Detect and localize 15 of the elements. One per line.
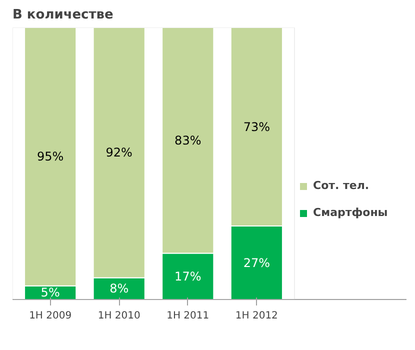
data-label: 83% — [174, 133, 202, 148]
data-label: 73% — [243, 120, 270, 134]
data-label: 92% — [106, 146, 132, 160]
data-label: 95% — [36, 150, 64, 164]
data-label: 17% — [174, 269, 202, 284]
x-tick-label: 1H 2012 — [235, 310, 278, 322]
x-tick-label: 1H 2010 — [98, 310, 140, 322]
data-label: 8% — [110, 282, 129, 296]
data-label: 27% — [243, 256, 270, 270]
x-tick-label: 1H 2011 — [166, 310, 210, 322]
x-tick-label: 1H 2009 — [29, 310, 72, 322]
chart-title: В количестве — [12, 8, 114, 22]
legend-label: Сот. тел. — [313, 179, 370, 192]
legend-label: Смартфоны — [313, 206, 388, 219]
data-label: 5% — [40, 286, 60, 300]
